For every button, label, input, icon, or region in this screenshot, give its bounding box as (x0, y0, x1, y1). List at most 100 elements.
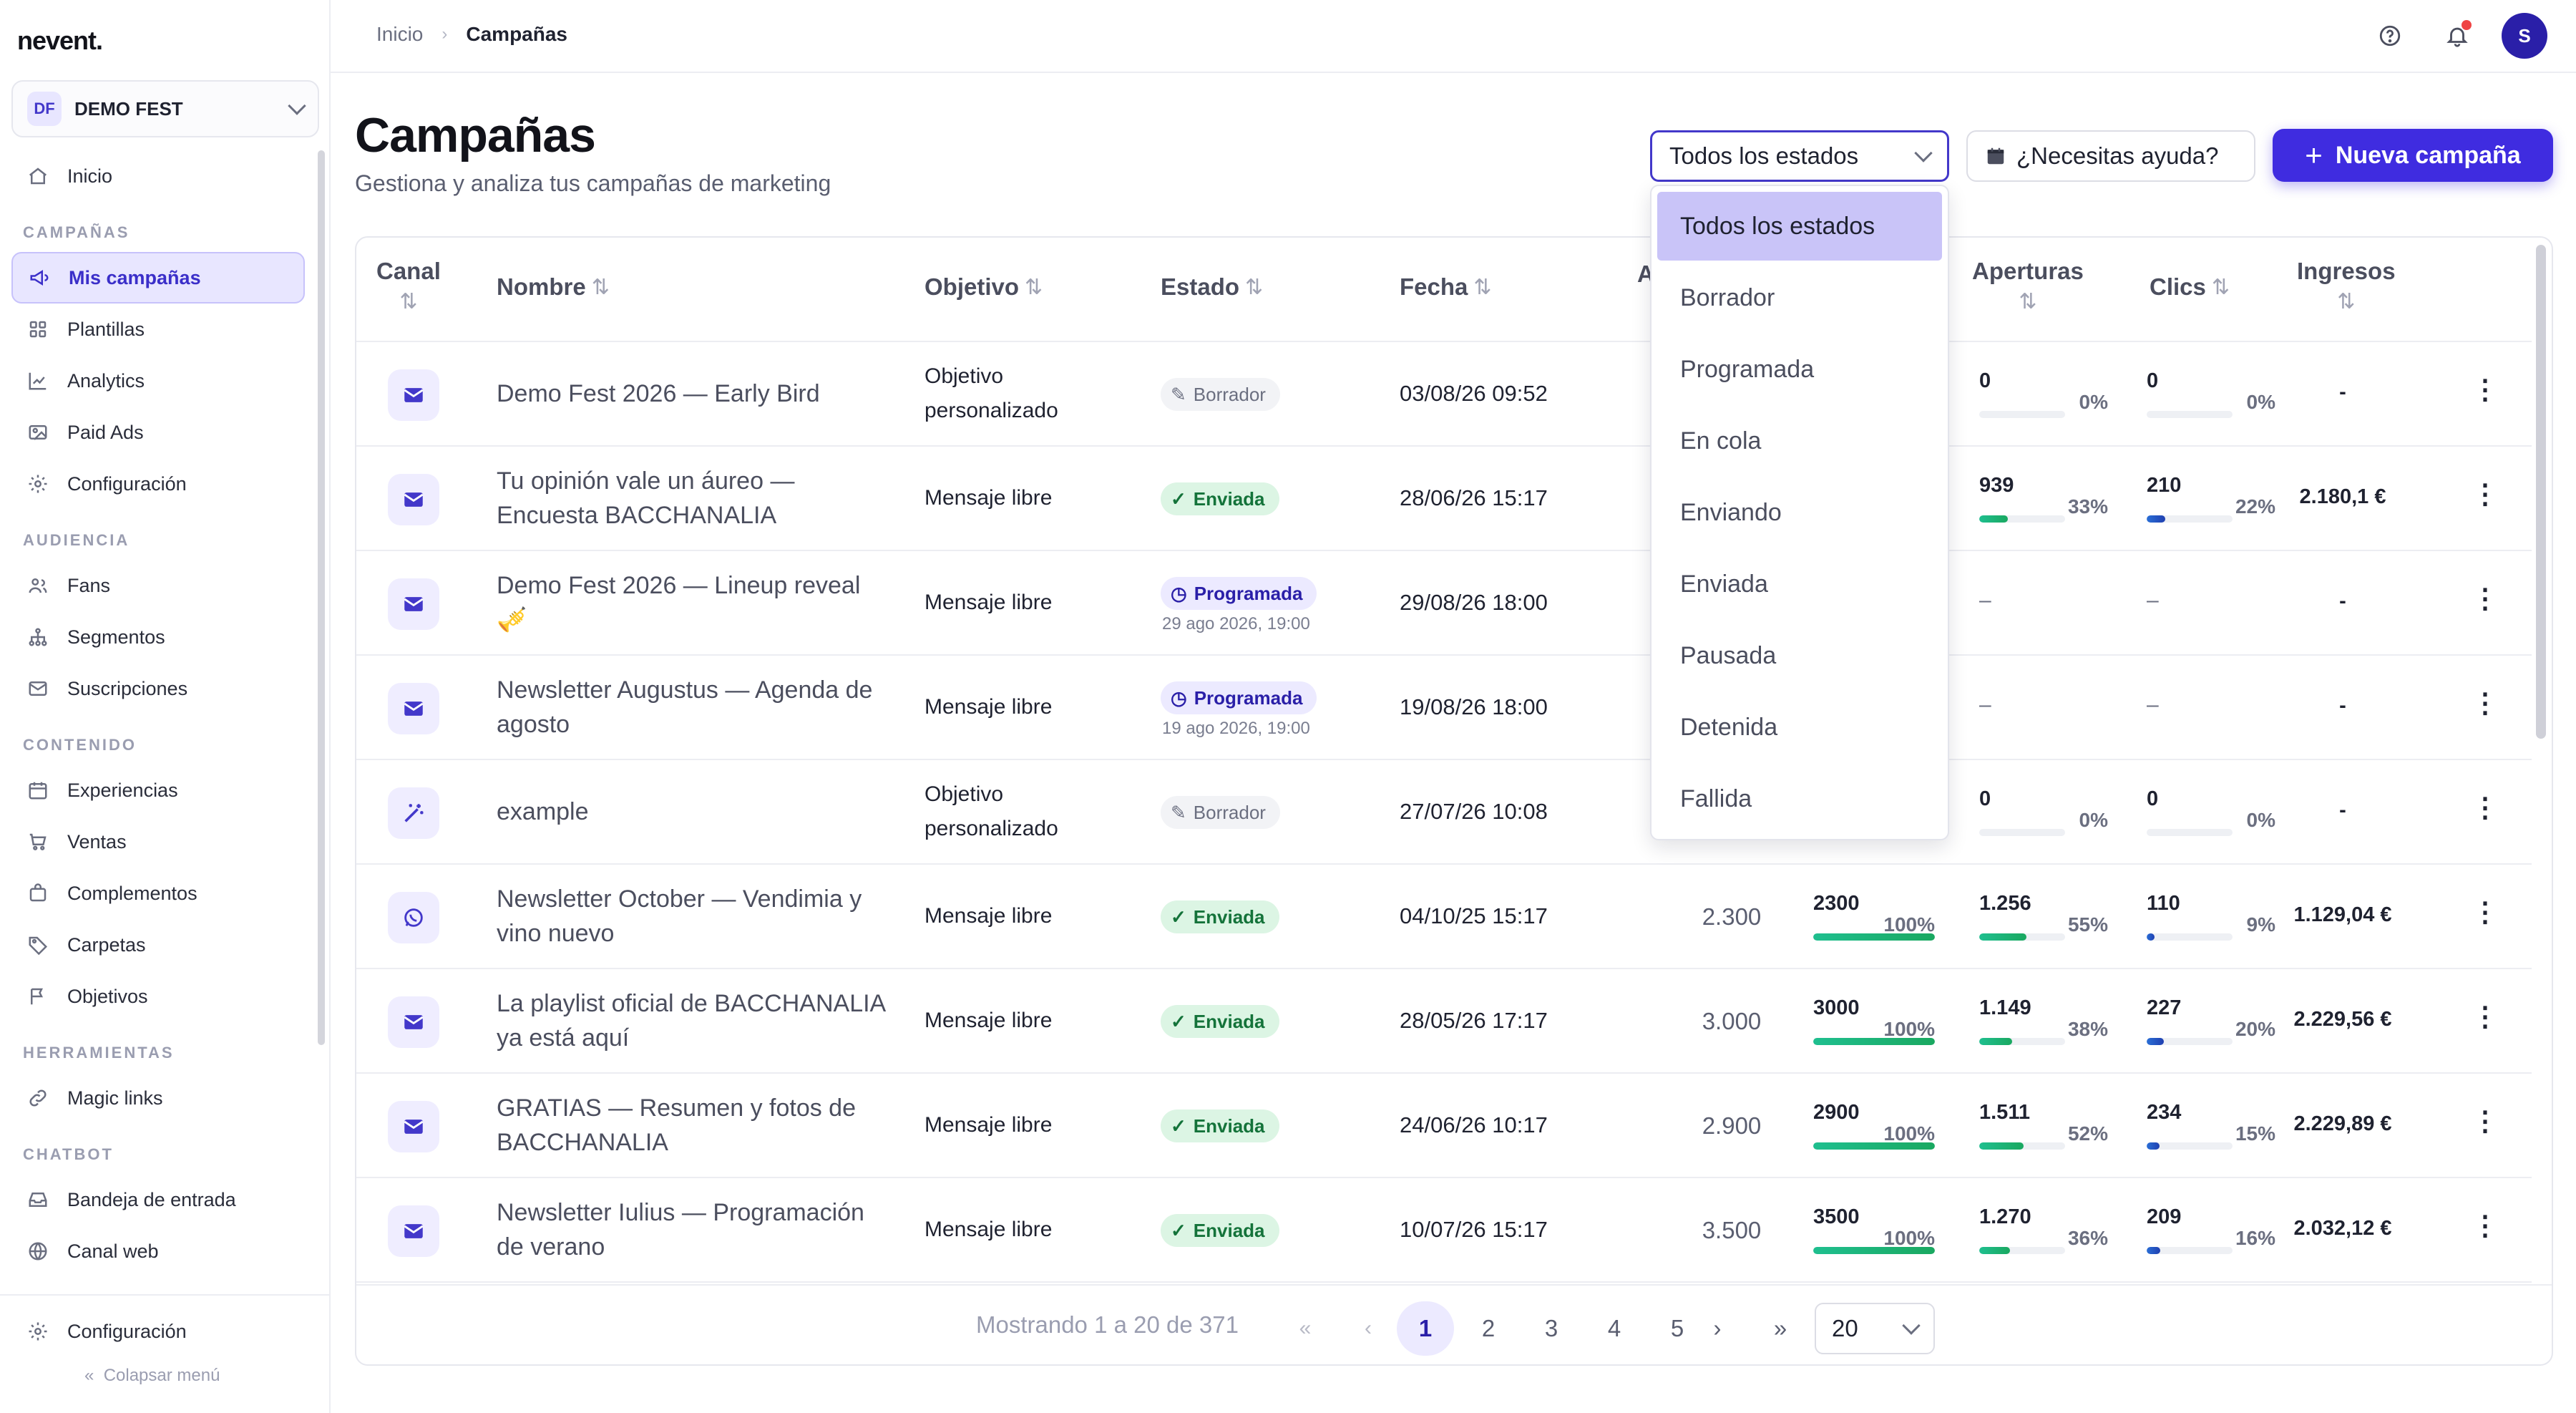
campaign-date: 04/10/25 15:17 (1400, 903, 1548, 928)
col-audience[interactable]: A (1637, 261, 1654, 288)
sidebar-item-label: Analytics (67, 369, 145, 392)
sidebar-item-carpetas[interactable]: Carpetas (11, 919, 305, 971)
sidebar-item-paid-ads[interactable]: Paid Ads (11, 407, 305, 458)
more-options-icon[interactable]: ⋮ (2472, 1002, 2499, 1032)
status-option[interactable]: Enviando (1680, 498, 1782, 526)
table-row[interactable]: Newsletter October — Vendimia y vino nue… (356, 865, 2532, 969)
page-button-3[interactable]: 3 (1544, 1315, 1558, 1341)
sidebar-item-suscripciones[interactable]: Suscripciones (11, 663, 305, 714)
more-options-icon[interactable]: ⋮ (2472, 1107, 2499, 1137)
campaign-name[interactable]: Demo Fest 2026 — Early Bird (497, 380, 820, 407)
table-row[interactable]: Demo Fest 2026 — Lineup reveal 🎺 Mensaje … (356, 551, 2532, 656)
sidebar-section-title: AUDIENCIA (23, 531, 130, 549)
sidebar-item-analytics[interactable]: Analytics (11, 355, 305, 407)
org-switcher[interactable]: DF DEMO FEST (11, 80, 319, 137)
status-option[interactable]: Programada (1680, 355, 1815, 383)
col-clicks[interactable]: Clics ⇅ (2150, 273, 2230, 301)
revenue-cell: - (2339, 590, 2346, 613)
table-row[interactable]: GRATIAS — Resumen y fotos de BACCHANALIA… (356, 1074, 2532, 1178)
col-date[interactable]: Fecha ⇅ (1400, 273, 1492, 301)
more-options-icon[interactable]: ⋮ (2472, 793, 2499, 823)
sidebar-item-mis-campañas[interactable]: Mis campañas (11, 252, 305, 304)
sidebar-item-plantillas[interactable]: Plantillas (11, 304, 305, 355)
table-row[interactable]: Tu opinión vale un áureo — Encuesta BACC… (356, 447, 2532, 551)
app-logo[interactable]: nevent. (17, 26, 103, 55)
table-scrollbar[interactable] (2536, 245, 2546, 739)
col-channel[interactable]: Canal ⇅ (376, 258, 441, 314)
status-option[interactable]: En cola (1680, 427, 1762, 455)
campaign-name[interactable]: Newsletter Iulius — Programación de vera… (497, 1199, 864, 1261)
sent-metric-percent: 100% (1883, 913, 1935, 936)
breadcrumb-home[interactable]: Inicio (376, 23, 424, 45)
opens-metric-percent: 52% (2067, 1122, 2108, 1145)
campaign-name[interactable]: La playlist oficial de BACCHANALIA ya es… (497, 990, 885, 1052)
col-name[interactable]: Nombre ⇅ (497, 273, 610, 301)
sidebar-item-ventas[interactable]: Ventas (11, 816, 305, 868)
sidebar-item-inicio[interactable]: Inicio (11, 150, 305, 202)
more-options-icon[interactable]: ⋮ (2472, 584, 2499, 614)
table-row[interactable]: La playlist oficial de BACCHANALIA ya es… (356, 969, 2532, 1074)
more-options-icon[interactable]: ⋮ (2472, 1211, 2499, 1241)
table-row[interactable]: Newsletter Iulius — Programación de vera… (356, 1178, 2532, 1283)
more-options-icon[interactable]: ⋮ (2472, 898, 2499, 928)
sidebar-scrollbar[interactable] (318, 150, 325, 1045)
col-state[interactable]: Estado ⇅ (1161, 273, 1263, 301)
clicks-metric-value: 0 (2147, 787, 2159, 810)
page-size-select[interactable]: 20 (1815, 1303, 1935, 1354)
more-options-icon[interactable]: ⋮ (2472, 480, 2499, 510)
last-page-button[interactable]: » (1773, 1315, 1787, 1341)
help-button[interactable]: ¿Necesitas ayuda? (1966, 130, 2255, 182)
campaign-objective: Mensaje libre (924, 1009, 1053, 1032)
status-option[interactable]: Detenida (1680, 713, 1778, 741)
sidebar-section-title: CONTENIDO (23, 736, 137, 754)
audience-cell: 3.000 (1702, 1008, 1762, 1034)
more-options-icon[interactable]: ⋮ (2472, 689, 2499, 719)
status-option[interactable]: Enviada (1680, 570, 1768, 598)
collapse-menu-button[interactable]: « Colapsar menú (84, 1366, 220, 1385)
sidebar-item-complementos[interactable]: Complementos (11, 868, 305, 919)
new-campaign-button[interactable]: + Nueva campaña (2273, 129, 2553, 182)
next-page-button[interactable]: › (1713, 1315, 1722, 1341)
more-options-icon[interactable]: ⋮ (2472, 375, 2499, 405)
bell-icon[interactable] (2434, 13, 2480, 59)
sidebar-item-magic-links[interactable]: Magic links (11, 1072, 305, 1124)
campaign-name[interactable]: Newsletter Augustus — Agenda de agosto (497, 676, 873, 738)
campaign-name[interactable]: example (497, 798, 589, 825)
sort-icon: ⇅ (1473, 275, 1492, 299)
prev-page-button[interactable]: ‹ (1365, 1316, 1372, 1340)
sidebar-section-title: HERRAMIENTAS (23, 1044, 175, 1062)
campaign-name[interactable]: Tu opinión vale un áureo — Encuesta BACC… (497, 467, 795, 529)
sidebar-item-canal-web[interactable]: Canal web (11, 1225, 305, 1277)
status-badge-label: Borrador (1193, 801, 1266, 823)
table-row[interactable]: Newsletter Augustus — Agenda de agosto Me… (356, 656, 2532, 760)
page-button-5[interactable]: 5 (1670, 1315, 1684, 1341)
page-button-4[interactable]: 4 (1607, 1315, 1621, 1341)
campaign-name[interactable]: Demo Fest 2026 — Lineup reveal 🎺 (497, 572, 861, 633)
col-opens[interactable]: Aperturas ⇅ (1972, 258, 2084, 314)
avatar[interactable]: S (2502, 13, 2547, 59)
help-icon[interactable] (2367, 13, 2413, 59)
sidebar-item-objetivos[interactable]: Objetivos (11, 971, 305, 1022)
page-button-2[interactable]: 2 (1481, 1315, 1496, 1341)
campaign-name[interactable]: GRATIAS — Resumen y fotos de BACCHANALIA (497, 1094, 856, 1156)
page-button-1[interactable]: 1 (1397, 1301, 1454, 1356)
campaign-name[interactable]: Newsletter October — Vendimia y vino nue… (497, 885, 862, 947)
table-row[interactable]: Demo Fest 2026 — Early Bird Objetivo pers… (356, 342, 2532, 447)
col-objective[interactable]: Objetivo ⇅ (924, 273, 1043, 301)
status-option[interactable]: Borrador (1680, 283, 1775, 311)
sidebar-item-configuración[interactable]: Configuración (11, 458, 305, 510)
status-option[interactable]: Todos los estados (1657, 192, 1942, 261)
sidebar-item-settings-footer[interactable]: Configuración (11, 1306, 318, 1357)
status-option[interactable]: Pausada (1680, 641, 1777, 669)
table-row[interactable]: example Objetivo personalizado ✎ Borrador 27… (356, 760, 2532, 865)
status-filter-select[interactable]: Todos los estados (1650, 130, 1949, 182)
sidebar-item-bandeja-de-entrada[interactable]: Bandeja de entrada (11, 1174, 305, 1225)
org-initials: DF (27, 92, 62, 126)
col-revenue[interactable]: Ingresos ⇅ (2297, 258, 2396, 314)
status-option[interactable]: Fallida (1680, 785, 1752, 812)
clicks-metric-empty: – (2147, 588, 2159, 612)
first-page-button[interactable]: « (1299, 1316, 1312, 1340)
sidebar-item-segmentos[interactable]: Segmentos (11, 611, 305, 663)
sidebar-item-fans[interactable]: Fans (11, 560, 305, 611)
sidebar-item-experiencias[interactable]: Experiencias (11, 764, 305, 816)
